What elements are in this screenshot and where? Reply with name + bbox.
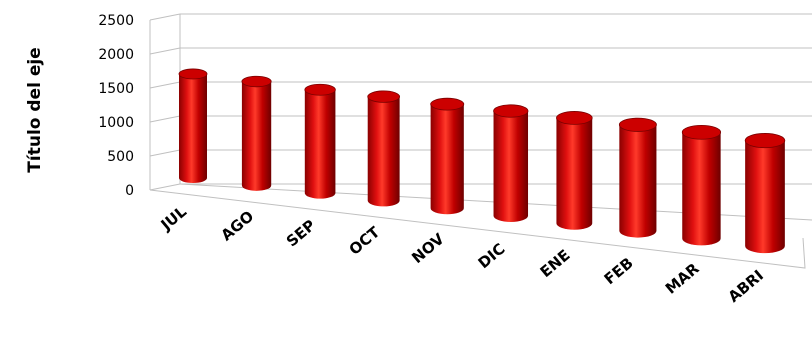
y-tick-label: 1500 bbox=[98, 81, 134, 97]
x-tick-label: FEB bbox=[601, 254, 637, 288]
gridline-left bbox=[149, 115, 181, 123]
bar-ago bbox=[241, 81, 272, 191]
bar-top-mar bbox=[681, 125, 722, 140]
gridline-left bbox=[149, 81, 181, 89]
bar-top-ago bbox=[241, 75, 272, 88]
x-tick-label: SEP bbox=[283, 216, 319, 250]
gridline-left bbox=[149, 47, 181, 55]
bar-top-dic bbox=[493, 104, 529, 118]
bar-nov bbox=[430, 104, 464, 215]
bar-jul bbox=[179, 73, 207, 184]
x-tick-label: AGO bbox=[218, 207, 258, 244]
x-tick-label: OCT bbox=[346, 223, 384, 259]
x-tick-label: ABRI bbox=[725, 266, 767, 306]
bar-feb bbox=[619, 124, 657, 238]
bar-top-oct bbox=[367, 90, 401, 103]
bar-top-ene bbox=[556, 111, 593, 125]
y-axis-title: Título del eje bbox=[25, 47, 45, 172]
bar-oct bbox=[367, 96, 400, 207]
bar-sep bbox=[304, 89, 336, 199]
bar-mar bbox=[682, 132, 721, 246]
x-tick-label: ENE bbox=[537, 246, 574, 281]
bars bbox=[178, 68, 786, 254]
y-tick-label: 500 bbox=[107, 149, 134, 165]
x-tick-label: DIC bbox=[475, 240, 509, 272]
gridline-left bbox=[149, 13, 181, 21]
bar-top-feb bbox=[618, 117, 657, 132]
bar-abri bbox=[745, 140, 785, 254]
y-tick-label: 2500 bbox=[98, 13, 134, 29]
bar-top-sep bbox=[304, 83, 336, 96]
x-axis-categories: JUL AGO SEP OCT NOV DIC ENE FEB MAR ABRI bbox=[157, 202, 767, 306]
y-axis-ticks: 0 500 1000 1500 2000 2500 bbox=[98, 13, 134, 199]
y-tick-label: 1000 bbox=[98, 115, 134, 131]
gridline-left bbox=[149, 149, 181, 157]
bar-top-nov bbox=[430, 97, 465, 111]
x-tick-label: NOV bbox=[408, 230, 448, 268]
x-tick-label: MAR bbox=[662, 259, 703, 298]
bar-top-abri bbox=[744, 133, 786, 149]
bar-dic bbox=[493, 111, 529, 222]
y-tick-label: 0 bbox=[125, 183, 134, 199]
floor-edge bbox=[149, 189, 806, 269]
y-tick-label: 2000 bbox=[98, 47, 134, 63]
gridline-left bbox=[149, 183, 181, 191]
bar-ene bbox=[556, 117, 593, 230]
x-tick-label: JUL bbox=[157, 202, 191, 234]
bar-top-jul bbox=[178, 68, 208, 80]
